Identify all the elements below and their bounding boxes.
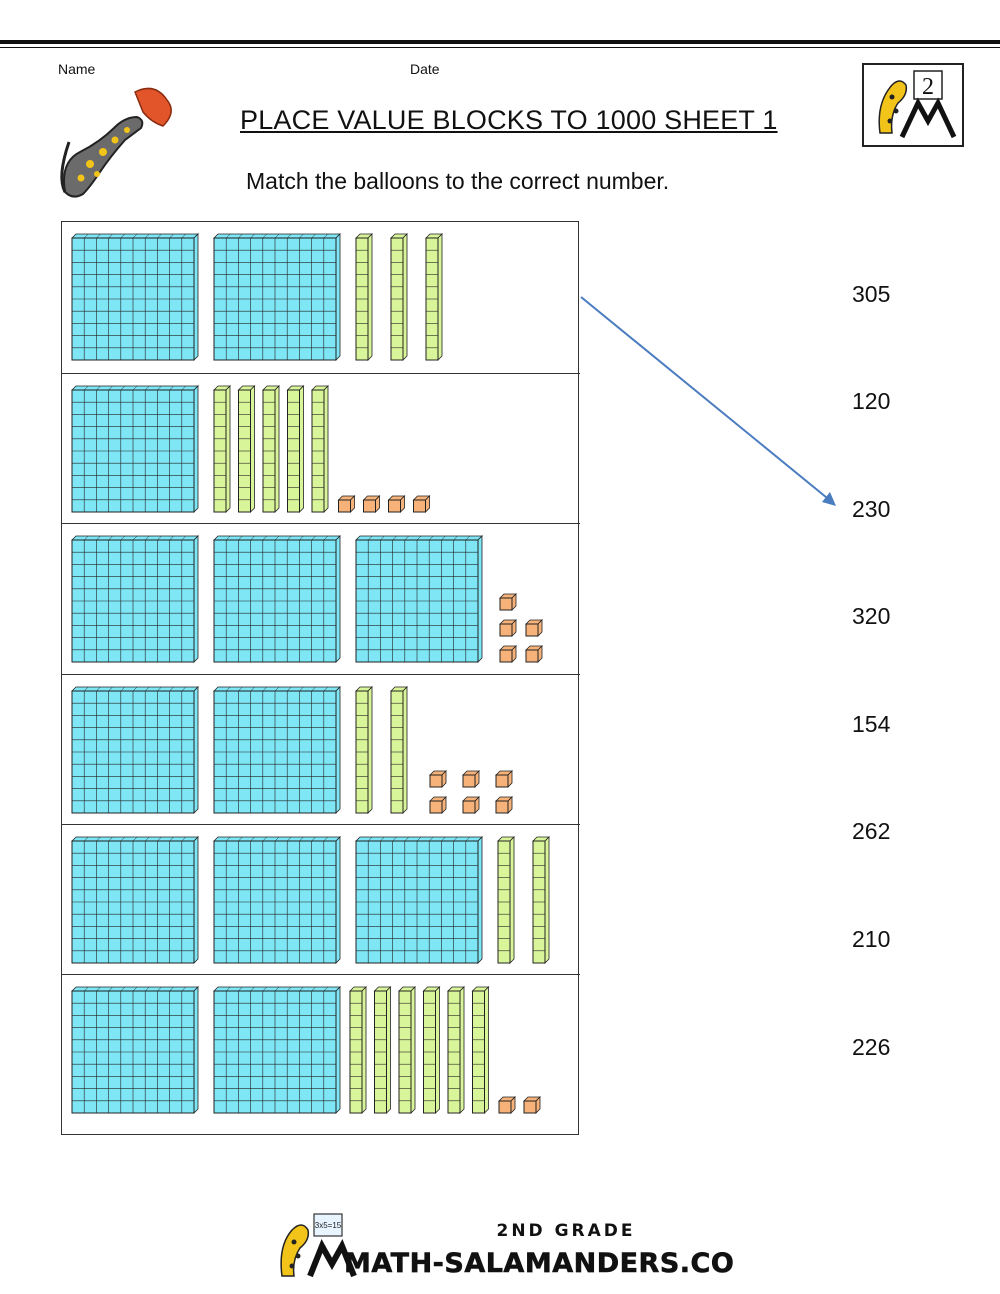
answer-number[interactable]: 320 [852,603,891,629]
answer-number[interactable]: 262 [852,818,891,844]
answer-number[interactable]: 120 [852,388,891,414]
hundred-block [71,385,199,513]
block-row-drawing [71,535,543,663]
ten-rod [355,233,373,361]
one-cube [412,495,431,513]
hundred-block [213,836,341,964]
one-cube [387,495,406,513]
block-row [62,825,580,975]
page-title: PLACE VALUE BLOCKS TO 1000 SHEET 1 [240,105,778,135]
block-row [62,675,580,825]
one-cube [499,593,517,611]
math-salamanders-footer-logo: 3x5=15 2ND GRADE MATH-SALAMANDERS.COM [280,1213,736,1279]
ten-rod [425,233,443,361]
block-row [62,222,580,374]
block-row-drawing [71,836,550,964]
ten-rod [422,986,441,1114]
answer-number[interactable]: 154 [852,711,891,737]
ten-rod [398,986,416,1114]
block-row [62,524,580,675]
one-cube [429,770,447,788]
footer-grade-text: 2ND GRADE [496,1221,635,1241]
hundred-block [213,233,341,361]
ten-rod [311,385,329,513]
ten-rod [532,836,550,964]
block-row-drawing [71,986,541,1114]
answer-number[interactable]: 230 [852,496,891,522]
one-cube [498,1096,516,1114]
answer-number[interactable]: 305 [852,281,891,307]
ten-rod [497,836,515,964]
one-cube [429,796,447,814]
top-rule-thin [0,47,1000,48]
hundred-block [213,986,341,1114]
ten-rod [390,233,408,361]
ten-rod [471,986,490,1114]
date-label: Date [410,61,440,77]
hundred-block [213,686,341,814]
one-cube [525,619,543,637]
hundred-block [71,686,199,814]
hundred-block [71,836,199,964]
ten-rod [262,385,280,513]
block-row [62,975,580,1136]
ten-rod [390,686,408,814]
hundred-block [213,535,341,663]
footer-brand-text: MATH-SALAMANDERS.COM [344,1248,736,1279]
ten-rod [355,686,373,814]
hundred-block [71,233,199,361]
ten-rod [349,986,367,1114]
salamander-logo-icon [60,87,172,198]
block-row-drawing [71,686,513,814]
ten-rod [286,385,305,513]
name-label: Name [58,61,96,77]
block-row [62,374,580,524]
one-cube [495,796,513,814]
one-cube [495,770,513,788]
ten-rod [373,986,392,1114]
ten-rod [213,385,231,513]
ten-rod [237,385,256,513]
instruction-text: Match the balloons to the correct number… [246,168,670,194]
ten-rod [447,986,465,1114]
one-cube [462,796,480,814]
one-cube [337,495,356,513]
one-cube [499,619,517,637]
footer-board-text: 3x5=15 [315,1221,342,1230]
hundred-block [355,836,483,964]
one-cube [499,645,517,663]
top-rule-thick [0,40,1000,44]
place-value-grid [61,221,580,1136]
one-cube [462,770,480,788]
one-cube [525,645,543,663]
grade-badge-number: 2 [922,74,934,100]
grade-badge-icon: 2 [862,63,964,147]
hundred-block [355,535,483,663]
answer-number[interactable]: 226 [852,1034,891,1060]
block-row-drawing [71,385,431,513]
hundred-block [71,986,199,1114]
answer-number[interactable]: 210 [852,926,891,952]
hundred-block [71,535,199,663]
block-row-drawing [71,233,443,361]
one-cube [362,495,381,513]
one-cube [523,1096,541,1114]
